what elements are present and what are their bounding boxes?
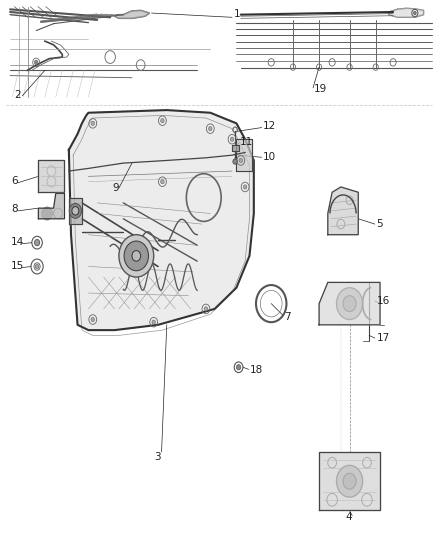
Polygon shape: [69, 198, 82, 224]
Polygon shape: [319, 452, 380, 511]
Polygon shape: [319, 282, 380, 325]
Circle shape: [343, 296, 356, 312]
Circle shape: [42, 207, 52, 220]
Text: 14: 14: [11, 237, 24, 247]
Circle shape: [233, 159, 237, 164]
Circle shape: [239, 158, 243, 163]
Circle shape: [132, 251, 141, 261]
Circle shape: [413, 12, 416, 14]
Text: 5: 5: [377, 219, 383, 229]
Text: 16: 16: [377, 296, 390, 305]
Text: 17: 17: [377, 333, 390, 343]
Circle shape: [72, 207, 79, 215]
Circle shape: [119, 235, 154, 277]
Polygon shape: [39, 193, 64, 219]
Circle shape: [237, 365, 241, 370]
Polygon shape: [328, 187, 358, 235]
Text: 15: 15: [11, 261, 24, 271]
Circle shape: [230, 137, 234, 141]
Text: 10: 10: [262, 152, 276, 163]
Circle shape: [208, 126, 212, 131]
Text: 4: 4: [345, 512, 352, 522]
Text: 19: 19: [314, 84, 327, 93]
Polygon shape: [237, 139, 252, 171]
Text: 18: 18: [250, 365, 263, 375]
Circle shape: [161, 118, 164, 123]
Circle shape: [336, 465, 363, 497]
Polygon shape: [39, 160, 64, 192]
Text: 11: 11: [240, 136, 253, 147]
Circle shape: [152, 320, 155, 324]
Text: 12: 12: [262, 120, 276, 131]
Circle shape: [69, 204, 81, 218]
Circle shape: [91, 317, 95, 321]
Circle shape: [161, 180, 164, 184]
Polygon shape: [69, 110, 254, 330]
Circle shape: [336, 288, 363, 319]
Circle shape: [35, 264, 39, 269]
Polygon shape: [115, 11, 149, 18]
Text: 9: 9: [113, 183, 119, 192]
Text: 8: 8: [11, 205, 18, 214]
Circle shape: [244, 185, 247, 189]
Circle shape: [35, 239, 40, 246]
Text: 6: 6: [11, 176, 18, 187]
Text: 2: 2: [14, 90, 21, 100]
Text: 1: 1: [234, 9, 241, 19]
Polygon shape: [232, 144, 239, 151]
Circle shape: [91, 121, 95, 125]
Circle shape: [35, 60, 38, 64]
Text: 7: 7: [284, 311, 291, 321]
Circle shape: [204, 307, 208, 311]
Circle shape: [124, 241, 148, 271]
Polygon shape: [389, 9, 424, 17]
Text: 3: 3: [154, 452, 160, 462]
Circle shape: [343, 473, 356, 489]
